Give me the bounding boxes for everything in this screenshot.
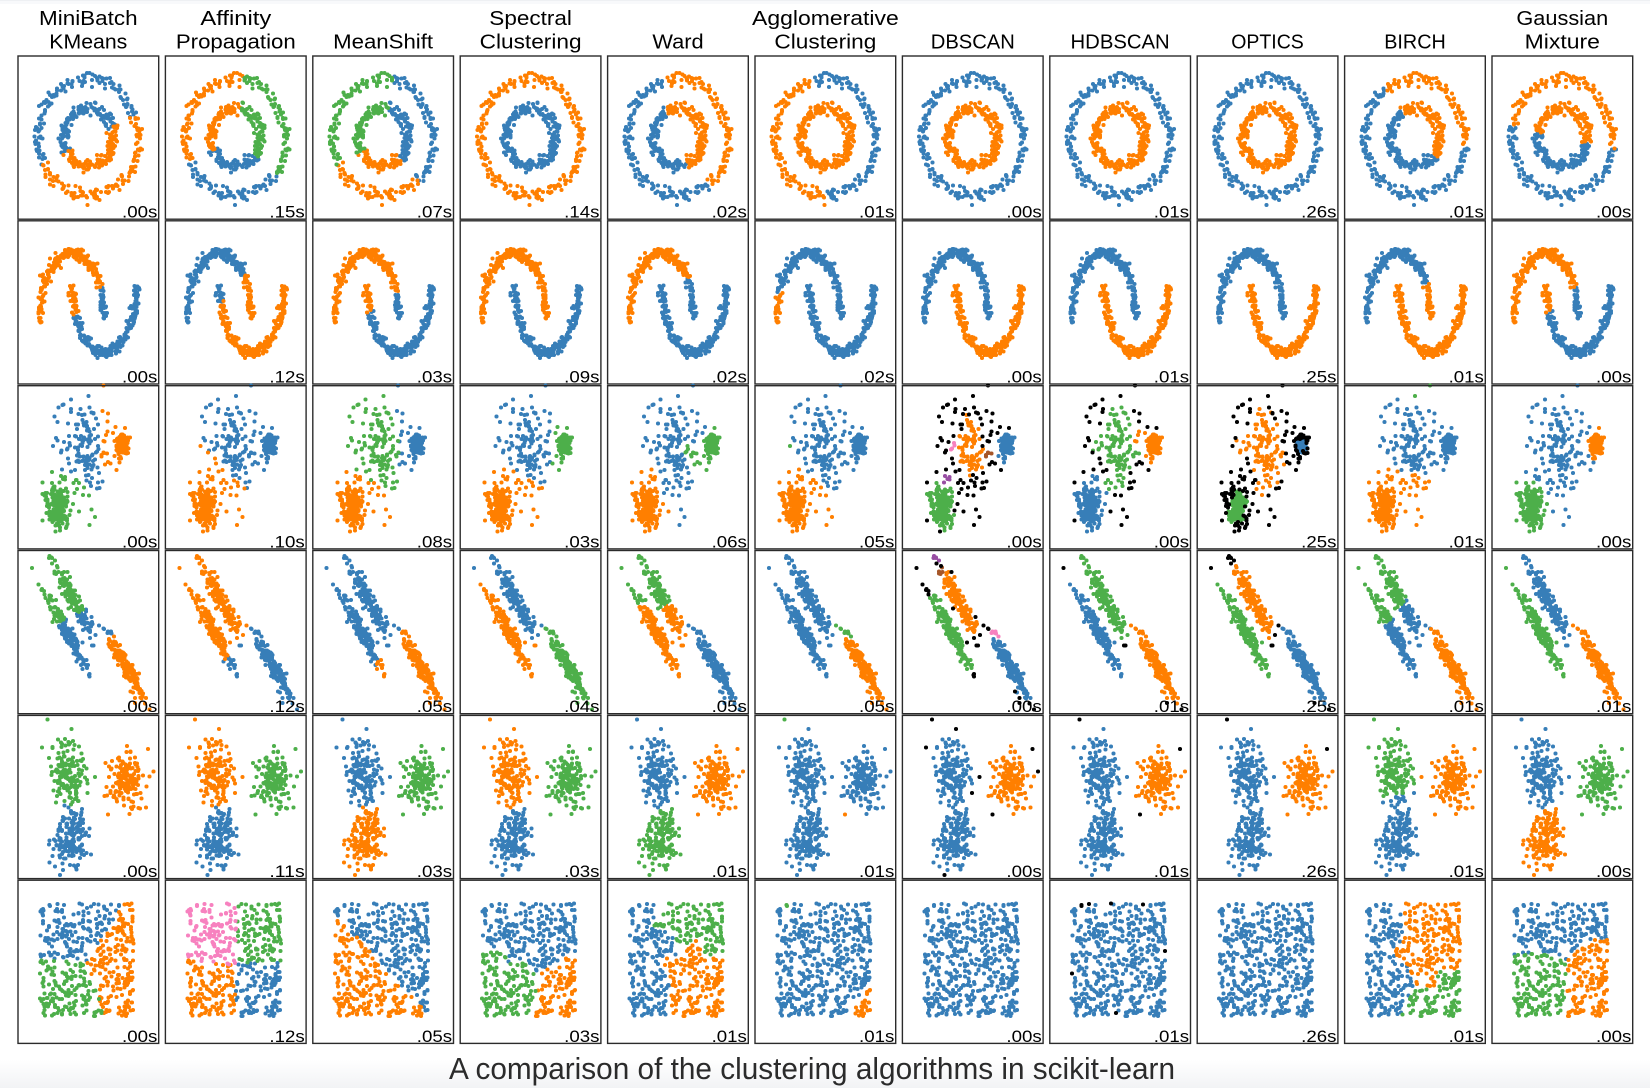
svg-text:.00s: .00s [122,203,157,222]
svg-text:Clustering: Clustering [774,32,876,54]
svg-text:.12s: .12s [269,367,304,386]
svg-text:.00s: .00s [1154,532,1189,551]
svg-text:Ward: Ward [652,32,703,54]
svg-text:.00s: .00s [1006,697,1041,716]
svg-text:.00s: .00s [1006,367,1041,386]
svg-text:.01s: .01s [712,862,747,881]
svg-text:.05s: .05s [712,697,747,716]
svg-text:.01s: .01s [1449,532,1484,551]
svg-text:.25s: .25s [1301,697,1336,716]
svg-text:MiniBatch: MiniBatch [39,8,138,30]
svg-text:A comparison of the clustering: A comparison of the clustering algorithm… [449,1051,1175,1086]
svg-text:.00s: .00s [122,862,157,881]
svg-text:BIRCH: BIRCH [1384,32,1446,54]
svg-text:.01s: .01s [859,203,894,222]
svg-text:.10s: .10s [269,532,304,551]
svg-text:.00s: .00s [1596,532,1631,551]
svg-text:.26s: .26s [1301,862,1336,881]
svg-text:.01s: .01s [1449,203,1484,222]
svg-text:.02s: .02s [712,367,747,386]
svg-text:.00s: .00s [1006,203,1041,222]
svg-text:.25s: .25s [1301,367,1336,386]
svg-text:.01s: .01s [1596,697,1631,716]
svg-text:.26s: .26s [1301,1027,1336,1046]
svg-text:Gaussian: Gaussian [1516,8,1608,30]
svg-text:.02s: .02s [859,367,894,386]
svg-text:.05s: .05s [859,697,894,716]
svg-text:DBSCAN: DBSCAN [931,32,1015,54]
svg-text:Propagation: Propagation [176,32,296,54]
svg-text:.09s: .09s [564,367,599,386]
svg-text:.03s: .03s [564,862,599,881]
svg-text:.01s: .01s [1449,1027,1484,1046]
svg-text:Agglomerative: Agglomerative [752,8,899,30]
svg-text:.01s: .01s [1154,367,1189,386]
svg-text:.04s: .04s [564,697,599,716]
svg-text:.02s: .02s [712,203,747,222]
svg-text:.00s: .00s [1596,203,1631,222]
svg-text:.00s: .00s [1006,532,1041,551]
svg-text:.25s: .25s [1301,532,1336,551]
svg-text:.01s: .01s [1154,697,1189,716]
svg-text:.01s: .01s [1154,203,1189,222]
svg-text:.14s: .14s [564,203,599,222]
svg-text:.12s: .12s [269,697,304,716]
svg-text:.00s: .00s [122,532,157,551]
svg-text:.05s: .05s [417,1027,452,1046]
svg-text:.06s: .06s [712,532,747,551]
svg-text:HDBSCAN: HDBSCAN [1071,32,1170,54]
svg-text:.05s: .05s [417,697,452,716]
svg-text:.01s: .01s [859,1027,894,1046]
svg-text:.15s: .15s [269,203,304,222]
svg-text:.00s: .00s [122,367,157,386]
svg-text:.01s: .01s [1449,862,1484,881]
svg-text:.00s: .00s [122,697,157,716]
svg-text:.03s: .03s [564,1027,599,1046]
svg-text:Spectral: Spectral [489,8,572,30]
svg-text:.26s: .26s [1301,203,1336,222]
svg-text:Mixture: Mixture [1525,32,1600,54]
svg-text:.00s: .00s [1596,1027,1631,1046]
svg-text:Clustering: Clustering [480,32,582,54]
svg-text:.01s: .01s [1154,862,1189,881]
svg-text:KMeans: KMeans [49,32,127,54]
svg-text:Affinity: Affinity [200,8,271,30]
svg-text:.01s: .01s [859,862,894,881]
svg-text:.00s: .00s [1596,862,1631,881]
svg-text:.01s: .01s [1449,367,1484,386]
svg-text:.08s: .08s [417,532,452,551]
svg-text:MeanShift: MeanShift [333,32,433,54]
svg-text:.07s: .07s [417,203,452,222]
svg-text:.12s: .12s [269,1027,304,1046]
svg-text:.05s: .05s [859,532,894,551]
svg-text:.00s: .00s [1006,1027,1041,1046]
svg-text:OPTICS: OPTICS [1231,32,1304,54]
svg-text:.00s: .00s [122,1027,157,1046]
svg-text:.03s: .03s [417,367,452,386]
svg-text:.01s: .01s [1154,1027,1189,1046]
svg-text:.03s: .03s [564,532,599,551]
svg-text:.01s: .01s [1449,697,1484,716]
svg-text:.03s: .03s [417,862,452,881]
svg-text:.01s: .01s [712,1027,747,1046]
svg-text:.00s: .00s [1006,862,1041,881]
svg-text:.00s: .00s [1596,367,1631,386]
svg-text:.11s: .11s [269,862,304,881]
